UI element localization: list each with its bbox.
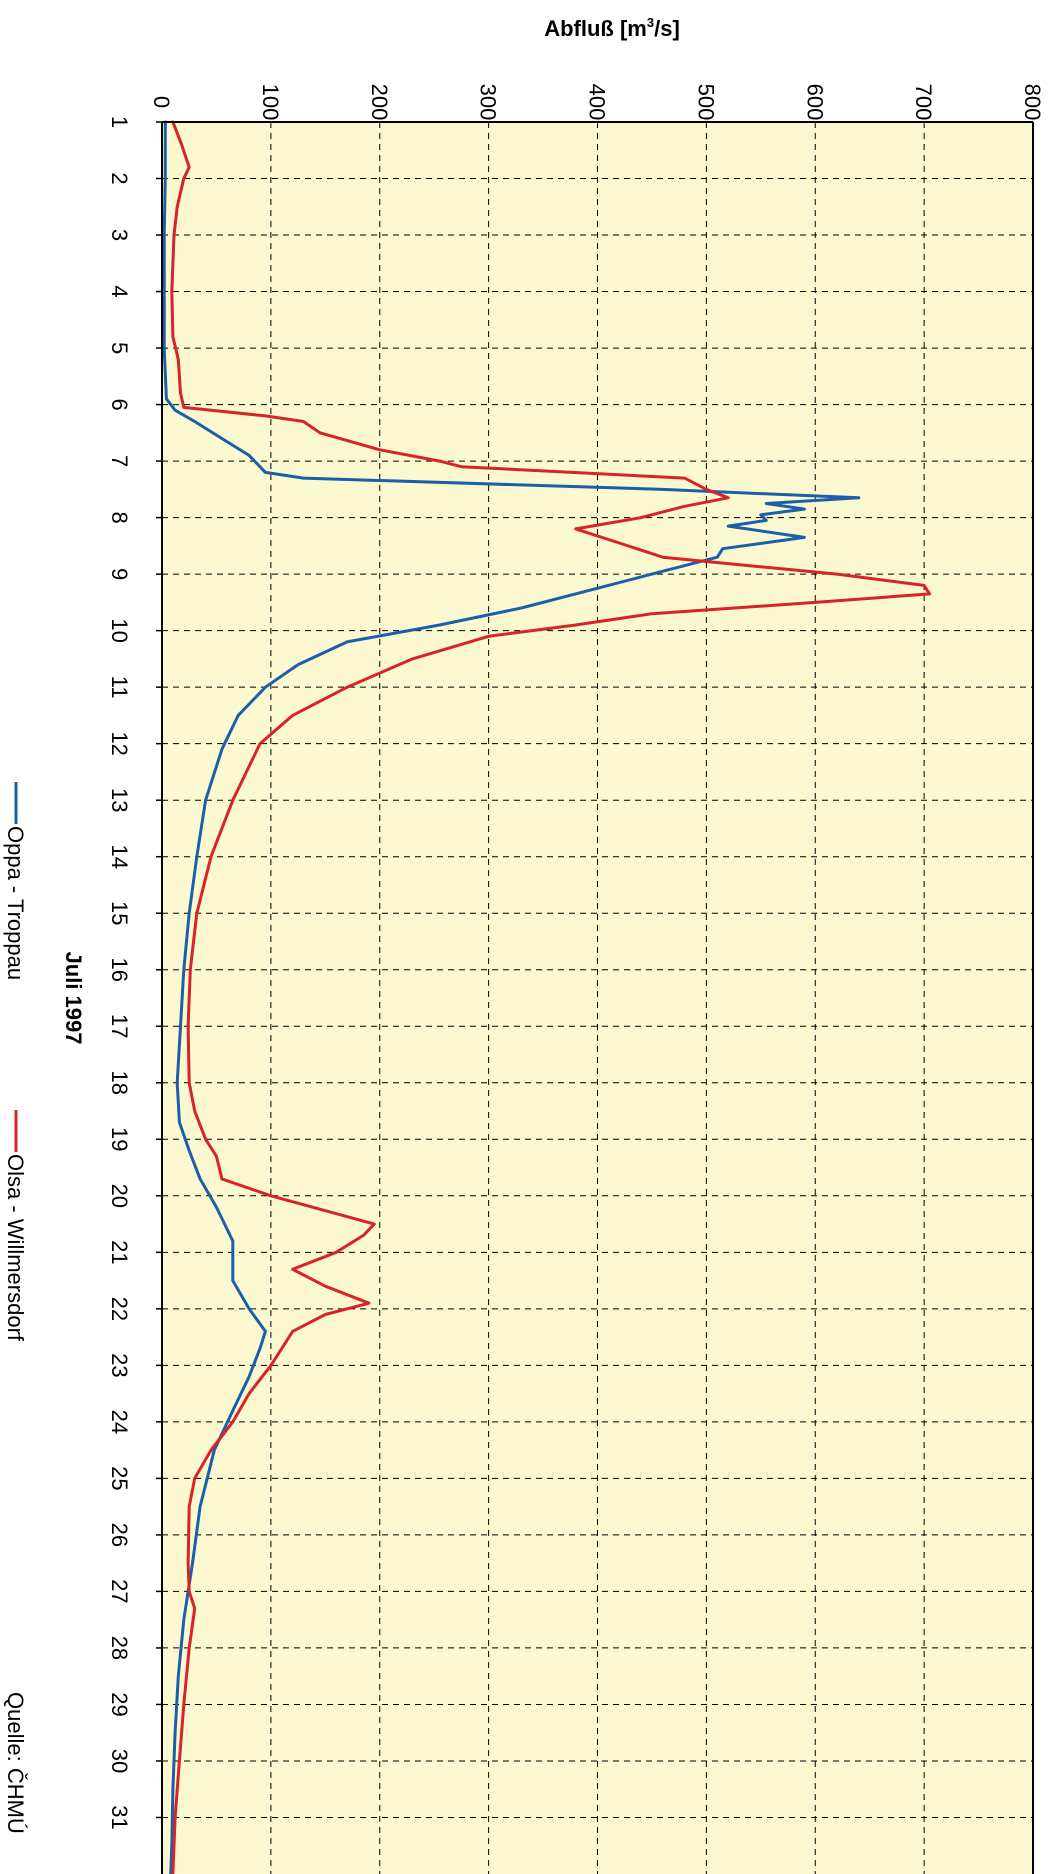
x-tick-label: 2 (107, 172, 132, 184)
x-tick-label: 12 (107, 731, 132, 755)
series-lines (162, 120, 932, 1874)
x-tick-label: 25 (107, 1466, 132, 1490)
x-tick-label: 14 (107, 844, 132, 868)
x-tick-labels: 1234567891011121314151617181920212223242… (107, 116, 162, 1830)
y-tick-label: 300 (476, 84, 501, 121)
x-tick-label: 13 (107, 788, 132, 812)
y-tick-label: 700 (911, 84, 936, 121)
x-tick-label: 15 (107, 901, 132, 925)
x-tick-label: 22 (107, 1297, 132, 1321)
legend-label-oppa: Oppa - Troppau (3, 826, 28, 980)
y-tick-label: 100 (258, 84, 283, 121)
plot-area-group (161, 120, 1034, 1874)
grid-lines (162, 122, 1033, 1874)
x-tick-label: 18 (107, 1071, 132, 1095)
y-tick-label: 600 (802, 84, 827, 121)
plot-area (162, 122, 1033, 1874)
x-tick-label: 11 (107, 676, 132, 699)
x-tick-label: 6 (107, 398, 132, 410)
y-tick-label: 0 (149, 96, 174, 108)
y-tick-label: 500 (693, 84, 718, 121)
y-tick-labels: 0 100 200 300 400 500 600 700 800 (149, 84, 1045, 121)
axes (161, 121, 1034, 1874)
x-tick-label: 5 (107, 342, 132, 354)
x-tick-label: 24 (107, 1410, 132, 1434)
series-line-oppa-troppau (162, 120, 861, 1874)
x-tick-label: 16 (107, 957, 132, 981)
x-tick-label: 19 (107, 1127, 132, 1151)
x-tick-label: 31 (107, 1805, 132, 1829)
x-tick-label: 29 (107, 1692, 132, 1716)
x-axis-title: Juli 1997 (61, 952, 86, 1045)
x-tick-label: 30 (107, 1749, 132, 1773)
legend: Oppa - Troppau Olsa - Willmersdorf (3, 782, 28, 1342)
x-tick-label: 8 (107, 511, 132, 523)
y-axis-title: Abfluß [m3/s] (544, 15, 680, 41)
x-tick-label: 1 (107, 116, 132, 128)
x-tick-label: 7 (107, 455, 132, 467)
legend-label-olsa: Olsa - Willmersdorf (3, 1154, 28, 1342)
x-tick-label: 27 (107, 1579, 132, 1603)
x-tick-label: 10 (107, 618, 132, 642)
y-tick-label: 400 (585, 84, 610, 121)
x-tick-label: 9 (107, 568, 132, 580)
x-tick-label: 3 (107, 229, 132, 241)
x-tick-label: 20 (107, 1184, 132, 1208)
source-note: Quelle: ČHMÚ (3, 1692, 28, 1834)
x-tick-label: 21 (107, 1240, 132, 1264)
x-tick-label: 26 (107, 1523, 132, 1547)
y-tick-label: 200 (367, 84, 392, 121)
x-tick-label: 23 (107, 1353, 132, 1377)
y-tick-label: 800 (1020, 84, 1045, 121)
x-tick-label: 28 (107, 1636, 132, 1660)
x-tick-label: 4 (107, 285, 132, 297)
series-line-olsa-willmersdorf (170, 120, 932, 1874)
x-tick-label: 17 (107, 1014, 132, 1038)
